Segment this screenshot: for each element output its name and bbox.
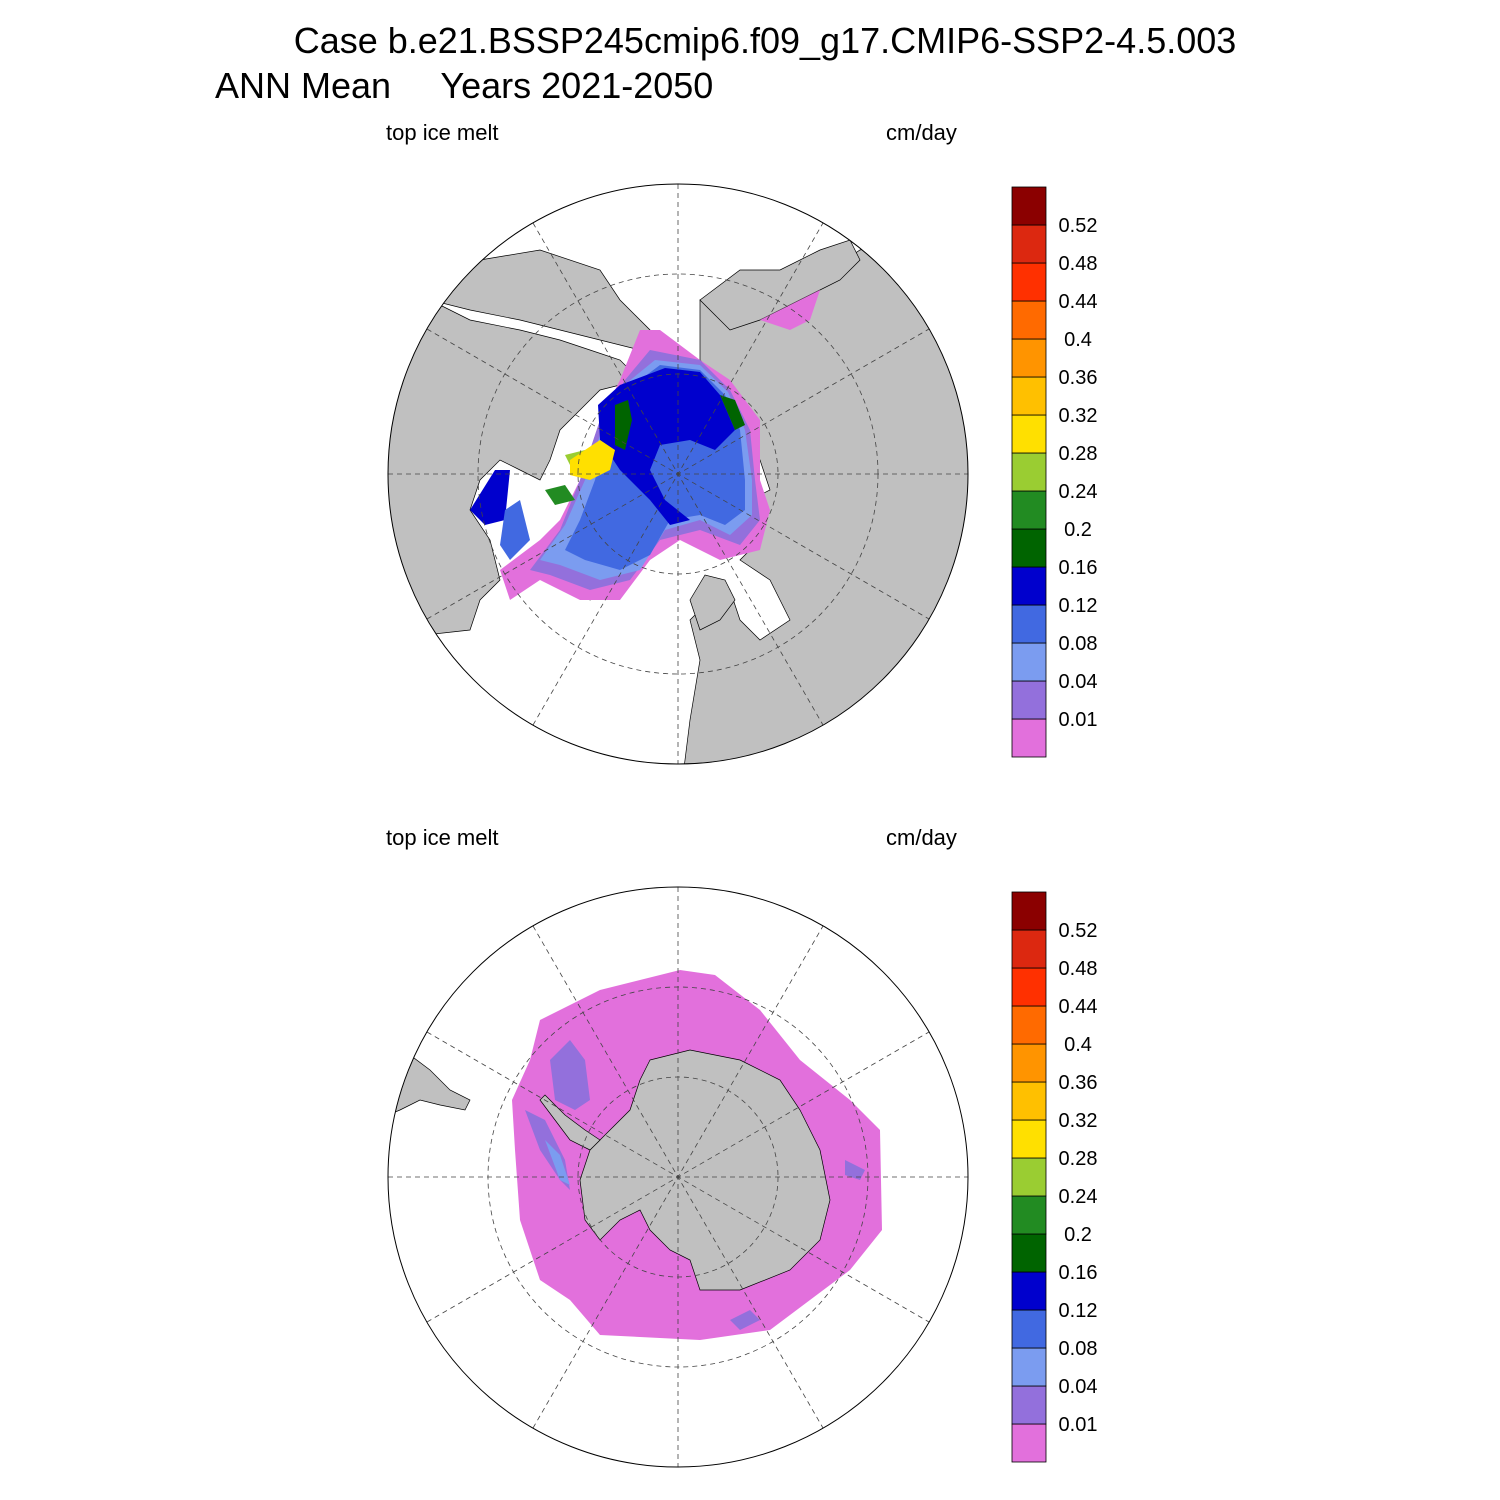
colorbar-swatch	[1011, 300, 1047, 340]
panel2-units-label: cm/day	[886, 825, 957, 850]
panel2-variable-label: top ice melt	[386, 825, 499, 850]
ice-0.2-patch	[615, 400, 632, 450]
arctic-grid	[388, 184, 968, 764]
colorbar-swatch	[1011, 1195, 1047, 1235]
colorbar-swatch	[1011, 1309, 1047, 1349]
arctic-map-border	[387, 183, 969, 765]
title-years: Years 2021-2050	[440, 65, 714, 106]
figure-title-line1: Case b.e21.BSSP245cmip6.f09_g17.CMIP6-SS…	[293, 20, 1237, 61]
land-north-america	[388, 299, 641, 641]
colorbar-swatch	[1011, 1233, 1047, 1273]
land-antarctic-peninsula	[539, 1094, 601, 1151]
ice-labrador	[500, 500, 530, 560]
colorbar-swatch	[1011, 186, 1047, 226]
colorbar-south: 0.01 0.04 0.08 0.12 0.16 0.2 0.24 0.28 0.32 0.36 0…	[1011, 891, 1098, 1463]
colorbar-swatch	[1011, 1005, 1047, 1045]
colorbar-swatch	[1011, 604, 1047, 644]
colorbar-swatch	[1011, 1271, 1047, 1311]
colorbar-tick-label: 0.2	[1064, 1224, 1092, 1246]
antarctic-grid	[388, 887, 968, 1467]
colorbar-swatch	[1011, 376, 1047, 416]
ice-0.16-central	[598, 368, 735, 525]
land-chukotka	[699, 239, 861, 331]
colorbar-tick-label: 0.16	[1059, 1262, 1098, 1284]
colorbar-swatch	[1011, 929, 1047, 969]
colorbar-tick-label: 0.4	[1064, 1034, 1092, 1056]
colorbar-tick-label: 0.48	[1059, 253, 1098, 275]
colorbar-tick-label: 0.08	[1059, 1338, 1098, 1360]
colorbar-tick-label: 0.48	[1059, 958, 1098, 980]
southern-ice-ross	[730, 1310, 760, 1330]
colorbar-tick-label: 0.28	[1059, 1148, 1098, 1170]
colorbar-tick-label: 0.4	[1064, 329, 1092, 351]
colorbar-tick-label: 0.44	[1059, 996, 1098, 1018]
ice-0.32-archipelago	[570, 440, 615, 480]
colorbar-swatch	[1011, 1385, 1047, 1425]
colorbar-tick-label: 0.52	[1059, 920, 1098, 942]
colorbar-swatch	[1011, 642, 1047, 682]
ice-0.24-archipelago	[545, 485, 575, 505]
colorbar-tick-label: 0.24	[1059, 481, 1098, 503]
colorbar-tick-label: 0.04	[1059, 1376, 1098, 1398]
colorbar-swatch	[1011, 490, 1047, 530]
colorbar-swatch	[1011, 262, 1047, 302]
colorbar-swatch	[1011, 1423, 1047, 1463]
colorbar-swatch	[1011, 718, 1047, 758]
colorbar-tick-label: 0.08	[1059, 633, 1098, 655]
panel1-units-label: cm/day	[886, 120, 957, 145]
colorbar-tick-label: 0.52	[1059, 215, 1098, 237]
southern-ice-peninsula-008	[545, 1140, 570, 1185]
ice-0.2-siberia	[720, 395, 745, 430]
antarctic-map	[388, 887, 968, 1467]
colorbar-swatch	[1011, 566, 1047, 606]
land-scandinavia	[689, 574, 736, 631]
colorbar-tick-label: 0.04	[1059, 671, 1098, 693]
colorbar-swatch	[1011, 452, 1047, 492]
colorbar-tick-label: 0.16	[1059, 557, 1098, 579]
colorbar-tick-label: 0.24	[1059, 1186, 1098, 1208]
colorbar-north: 0.01 0.04 0.08 0.12 0.16 0.2 0.24 0.28 0.32 0.36 0…	[1011, 186, 1098, 758]
colorbar-tick-label: 0.2	[1064, 519, 1092, 541]
southern-ice-weddell	[550, 1040, 590, 1110]
colorbar-tick-label: 0.01	[1059, 1414, 1098, 1436]
colorbar-tick-label: 0.12	[1059, 595, 1098, 617]
antarctic-map-border	[387, 886, 969, 1468]
colorbar-swatch	[1011, 1347, 1047, 1387]
colorbar-swatch	[1011, 1157, 1047, 1197]
colorbar-swatch	[1011, 1119, 1047, 1159]
colorbar-swatch	[1011, 967, 1047, 1007]
colorbar-swatch	[1011, 891, 1047, 931]
colorbar-swatch	[1011, 338, 1047, 378]
southern-ice-east	[845, 1160, 865, 1180]
colorbar-tick-label: 0.32	[1059, 405, 1098, 427]
title-mean: ANN Mean	[215, 65, 392, 106]
figure-title-line2: ANN Mean Years 2021-2050	[215, 65, 713, 107]
colorbar-tick-label: 0.44	[1059, 291, 1098, 313]
colorbar-swatch	[1011, 1043, 1047, 1083]
arctic-map	[388, 184, 968, 764]
colorbar-tick-label: 0.01	[1059, 709, 1098, 731]
colorbar-tick-label: 0.12	[1059, 1300, 1098, 1322]
colorbar-tick-label: 0.28	[1059, 443, 1098, 465]
colorbar-swatch	[1011, 680, 1047, 720]
colorbar-tick-label: 0.32	[1059, 1110, 1098, 1132]
colorbar-tick-label: 0.36	[1059, 367, 1098, 389]
ice-okhotsk-0.01	[760, 290, 820, 330]
colorbar-swatch	[1011, 528, 1047, 568]
colorbar-swatch	[1011, 1081, 1047, 1121]
colorbar-swatch	[1011, 224, 1047, 264]
panel1-variable-label: top ice melt	[386, 120, 499, 145]
colorbar-swatch	[1011, 414, 1047, 454]
colorbar-tick-label: 0.36	[1059, 1072, 1098, 1094]
ice-baffin-0.16	[470, 470, 510, 525]
